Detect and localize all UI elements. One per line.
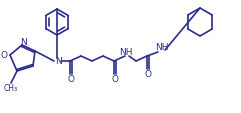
Text: O: O <box>67 75 74 84</box>
Text: N: N <box>20 38 26 47</box>
Text: O: O <box>112 75 119 84</box>
Text: CH₃: CH₃ <box>4 84 18 93</box>
Text: O: O <box>145 70 152 79</box>
Text: O: O <box>0 51 7 60</box>
Text: NH: NH <box>119 48 133 57</box>
Text: NH: NH <box>155 43 169 52</box>
Text: N: N <box>55 57 61 66</box>
